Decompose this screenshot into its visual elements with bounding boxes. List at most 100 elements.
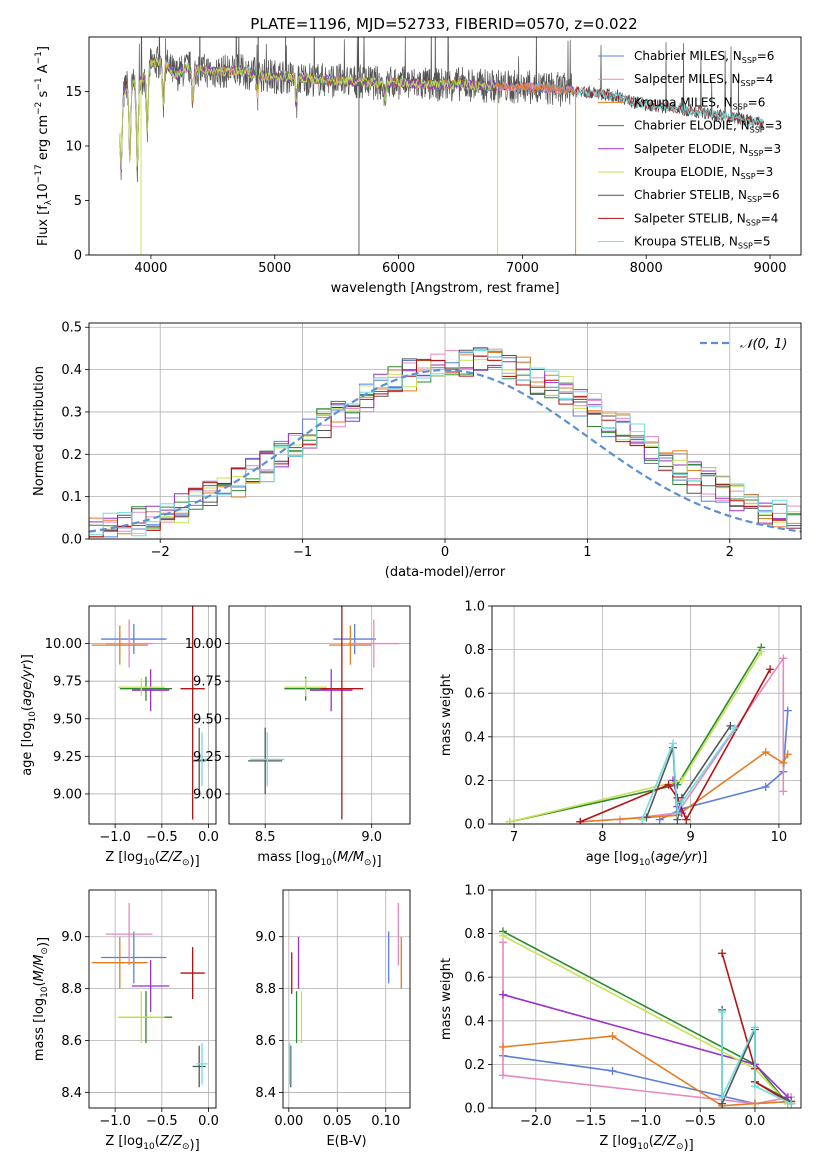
weight-marker — [750, 1023, 759, 1032]
x-axis-label: wavelength [Angstrom, rest frame] — [331, 281, 560, 296]
y-tick-label: 9.0 — [61, 930, 82, 945]
y-tick-label: 0.8 — [464, 927, 485, 942]
y-tick-label: 0.4 — [464, 1014, 485, 1029]
weight-marker — [668, 739, 677, 748]
weight-marker — [730, 724, 739, 733]
legend-label: Chabrier STELIB, NSSP=6 — [634, 188, 780, 204]
y-tick-label: 0.0 — [61, 533, 82, 548]
x-tick-label: 8 — [598, 830, 606, 845]
x-tick-label: 0.05 — [323, 1114, 352, 1129]
y-tick-label: 0.3 — [61, 405, 82, 420]
weight-line — [579, 668, 771, 823]
histogram-kroupa-stelib — [89, 350, 801, 537]
y-tick-label: 0.2 — [464, 1058, 485, 1073]
weight-marker — [664, 780, 673, 789]
x-tick-label: 4000 — [134, 261, 167, 276]
plot-area — [91, 902, 208, 1088]
y-tick-label: 0.8 — [464, 643, 485, 658]
plot-area — [89, 347, 801, 538]
panel-spectrum: 4000 5000 6000 7000 8000 9000 0 5 10 15 wavelength… — [34, 36, 802, 296]
legend-label: Salpeter STELIB, NSSP=4 — [634, 211, 778, 227]
x-axis-label: age [log10(age/yr)] — [586, 850, 708, 868]
x-tick-label: 2 — [726, 545, 734, 560]
weight-marker — [576, 817, 585, 824]
y-tick-label: 0.4 — [61, 363, 82, 378]
y-tick-label: 0.0 — [464, 818, 485, 833]
y-tick-label: 1.0 — [464, 600, 485, 615]
legend-label: 𝒩(0, 1) — [740, 337, 787, 352]
histogram-salpeter-stelib — [89, 355, 801, 538]
weight-marker — [750, 1082, 759, 1091]
axes-frame — [88, 36, 802, 256]
y-axis-label: mass weight — [439, 958, 454, 1040]
legend: Chabrier MILES, NSSP=6 Salpeter MILES, NS… — [598, 49, 782, 251]
weight-marker — [673, 809, 682, 818]
plot-area — [289, 902, 402, 1088]
y-tick-label: 9.50 — [53, 712, 82, 727]
weight-marker — [642, 813, 651, 822]
figure-title: PLATE=1196, MJD=52733, FIBERID=0570, z=0… — [250, 15, 637, 33]
y-tick-label: 9.0 — [255, 930, 276, 945]
y-tick-label: 15 — [65, 85, 82, 100]
grid — [89, 890, 216, 1108]
y-tick-label: 8.4 — [61, 1086, 82, 1101]
y-tick-label: 0.5 — [61, 321, 82, 336]
legend-label: Kroupa STELIB, NSSP=5 — [634, 235, 771, 251]
weight-marker — [761, 748, 770, 757]
x-tick-label: 6000 — [382, 261, 415, 276]
y-tick-label: 0.4 — [464, 730, 485, 745]
weight-marker — [682, 815, 691, 824]
y-tick-label: 9.25 — [193, 750, 222, 765]
y-axis-label: Flux [fλ10−17 erg cm−2 s−1 A−1] — [34, 46, 54, 246]
axes-frame — [88, 889, 217, 1109]
y-tick-label: 8.6 — [255, 1034, 276, 1049]
x-tick-label: −1.0 — [99, 830, 131, 845]
axes-frame — [88, 605, 217, 825]
y-tick-label: 0.0 — [464, 1102, 485, 1117]
x-axis-label: Z [log10(Z/Z⊙)] — [105, 850, 199, 869]
y-tick-label: 0 — [74, 249, 82, 264]
weight-line — [580, 751, 789, 823]
x-axis-label: mass [log10(M/M⊙)] — [257, 850, 381, 869]
weight-marker — [783, 706, 792, 715]
weight-marker — [766, 665, 775, 674]
weight-line — [502, 942, 792, 1105]
y-tick-label: 0.2 — [464, 774, 485, 789]
y-axis-label: mass weight — [439, 674, 454, 756]
x-tick-label: −2.0 — [520, 1114, 552, 1129]
y-tick-label: 9.75 — [193, 675, 222, 690]
legend-label: Chabrier ELODIE, NSSP=3 — [634, 119, 782, 135]
panel-residuals: −2 −1 0 1 2 0.0 0.1 0.2 0.3 0.4 0.5 (data-model)/er… — [32, 321, 802, 580]
y-tick-label: 9.00 — [53, 787, 82, 802]
panel-mass_vs_EBV: 0.00 0.05 0.10 8.4 8.6 8.8 9.0 E(B-V) — [255, 889, 411, 1149]
x-tick-label: 9.0 — [361, 830, 382, 845]
plot-area — [498, 927, 796, 1108]
x-tick-label: 9 — [687, 830, 695, 845]
x-tick-label: 9000 — [753, 261, 786, 276]
weight-marker — [750, 1099, 759, 1108]
weight-line — [645, 725, 732, 820]
weight-marker — [498, 990, 507, 999]
weight-marker — [498, 931, 507, 940]
y-tick-label: 10.00 — [45, 637, 82, 652]
weight-marker — [718, 1008, 727, 1017]
y-axis-label: mass [log10(M/M⊙)] — [32, 937, 51, 1061]
weight-marker — [779, 787, 788, 796]
spectrum-line-chabrier-elodie — [119, 58, 497, 172]
axes-frame — [491, 889, 802, 1109]
y-tick-label: 8.8 — [255, 982, 276, 997]
legend-label: Kroupa ELODIE, NSSP=3 — [634, 165, 773, 181]
panel-weight_vs_Z: −2.0 −1.5 −1.0 −0.5 0.0 0.0 0.2 0.4 0.6 0.8 1.0 Z [… — [439, 884, 802, 1153]
weight-marker — [783, 750, 792, 759]
y-tick-label: 10.00 — [185, 637, 222, 652]
x-axis-label: E(B-V) — [326, 1134, 366, 1149]
x-tick-label: −0.5 — [684, 1114, 716, 1129]
y-tick-label: 5 — [74, 194, 82, 209]
y-tick-label: 0.2 — [61, 448, 82, 463]
weight-marker — [726, 721, 735, 730]
panel-age_vs_Z: −1.0 −0.5 0.0 9.00 9.25 9.50 9.75 10.00 Z [log10… — [20, 605, 219, 869]
y-tick-label: 9.25 — [53, 750, 82, 765]
weight-marker — [787, 1099, 796, 1108]
weight-marker — [677, 798, 686, 807]
weight-marker — [505, 817, 514, 824]
